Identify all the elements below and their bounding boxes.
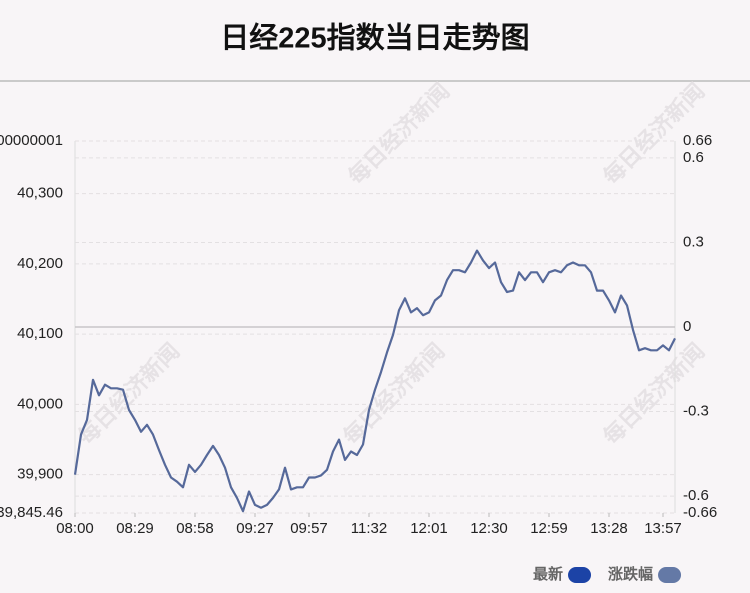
x-tick-label: 12:01 xyxy=(410,520,448,537)
legend-swatch xyxy=(658,567,682,583)
x-tick-label: 12:59 xyxy=(530,520,568,537)
y-tick-label: 40,100 xyxy=(17,325,63,342)
y-tick-label: 40,200 xyxy=(17,255,63,272)
x-tick-label: 08:58 xyxy=(176,520,214,537)
y2-tick-label: 0.66 xyxy=(683,132,712,149)
chart-title: 日经225指数当日走势图 xyxy=(220,21,529,55)
y-tick-label: 39,845.46 xyxy=(0,504,63,521)
x-tick-label: 12:30 xyxy=(470,520,508,537)
y2-tick-label: 0 xyxy=(683,318,691,335)
x-tick-label: 08:00 xyxy=(56,520,94,537)
legend-swatch xyxy=(568,567,592,583)
x-tick-label: 13:28 xyxy=(590,520,628,537)
y2-tick-label: -0.3 xyxy=(683,403,709,420)
y2-tick-label: 0.6 xyxy=(683,149,704,166)
x-tick-label: 08:29 xyxy=(116,520,154,537)
y-tick-label: 40,300 xyxy=(17,185,63,202)
y-tick-label: 39,900 xyxy=(17,466,63,483)
x-tick-label: 09:27 xyxy=(236,520,274,537)
y2-tick-label: -0.6 xyxy=(683,487,709,504)
x-tick-label: 11:32 xyxy=(351,520,387,537)
x-tick-label: 13:57 xyxy=(644,520,682,537)
price-line xyxy=(73,249,676,513)
legend-label: 涨跌幅 xyxy=(608,565,653,583)
x-tick-label: 09:57 xyxy=(290,520,328,537)
y-tick-label: 40,000 xyxy=(17,395,63,412)
y2-tick-label: -0.66 xyxy=(683,504,717,521)
legend-label: 最新 xyxy=(533,565,563,583)
y-tick-label: 40,374.9300000001 xyxy=(0,132,63,149)
y2-tick-label: 0.3 xyxy=(683,233,704,250)
